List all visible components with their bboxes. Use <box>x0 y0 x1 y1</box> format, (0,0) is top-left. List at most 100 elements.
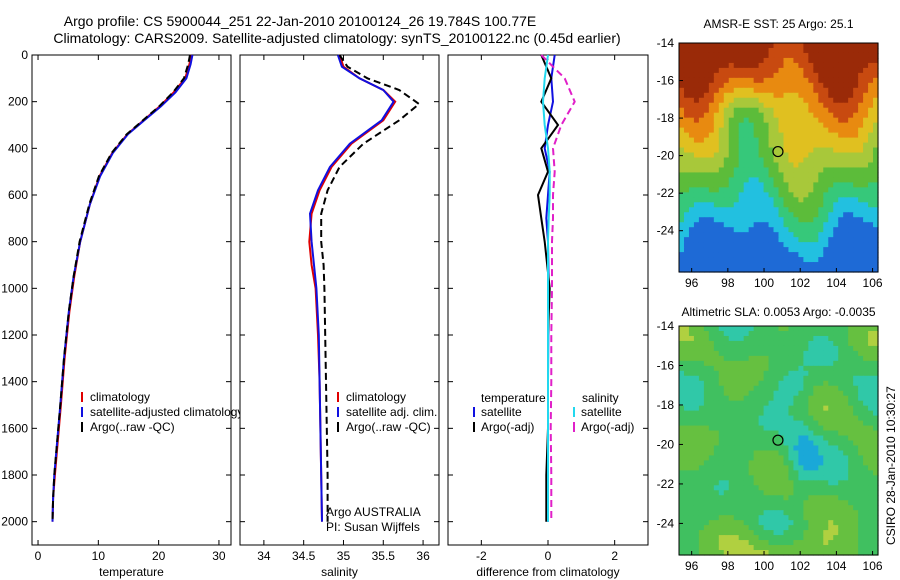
heatmap-cell <box>688 400 695 407</box>
heatmap-cell <box>683 92 690 99</box>
heatmap-cell <box>728 112 735 119</box>
heatmap-cell <box>748 355 755 362</box>
heatmap-cell <box>688 257 695 263</box>
heatmap-cell <box>813 465 819 471</box>
heatmap-cell <box>768 330 775 337</box>
heatmap-cell <box>753 415 760 422</box>
heatmap-cell <box>788 435 795 442</box>
heatmap-cell <box>723 237 730 243</box>
heatmap-cell <box>688 132 695 139</box>
heatmap-cell <box>828 550 834 556</box>
heatmap-cell <box>708 43 715 49</box>
heatmap-cell <box>718 505 725 511</box>
heatmap-cell <box>688 147 695 154</box>
heatmap-cell <box>738 117 745 124</box>
heatmap-cell <box>728 535 735 541</box>
heatmap-cell <box>753 540 760 546</box>
heatmap-cell <box>823 405 829 412</box>
heatmap-cell <box>708 87 715 94</box>
heatmap-cell <box>838 405 844 412</box>
heatmap-cell <box>708 525 715 531</box>
heatmap-cell <box>818 385 824 392</box>
heatmap-cell <box>718 82 725 89</box>
map-frame <box>678 42 879 273</box>
heatmap-cell <box>743 495 750 501</box>
heatmap-cell <box>718 202 725 208</box>
heatmap-cell <box>753 430 760 437</box>
heatmap-cell <box>768 182 775 188</box>
heatmap-cell <box>803 167 809 174</box>
heatmap-cell <box>773 500 780 506</box>
heatmap-cell <box>838 242 844 248</box>
heatmap-cell <box>833 400 839 407</box>
heatmap-cell <box>788 77 795 84</box>
heatmap-cell <box>763 400 770 407</box>
heatmap-cell <box>688 470 695 476</box>
heatmap-cell <box>778 500 785 506</box>
heatmap-cell <box>728 212 735 218</box>
heatmap-cell <box>793 77 799 84</box>
heatmap-cell <box>808 455 814 462</box>
heatmap-cell <box>728 192 735 198</box>
heatmap-cell <box>843 450 849 457</box>
heatmap-cell <box>768 345 775 352</box>
heatmap-cell <box>758 390 765 397</box>
heatmap-cell <box>803 530 809 536</box>
heatmap-cell <box>723 530 730 536</box>
heatmap-cell <box>728 510 735 516</box>
heatmap-cell <box>858 385 864 392</box>
heatmap-cell <box>713 152 720 159</box>
heatmap-cell <box>793 147 799 154</box>
heatmap-cell <box>848 247 854 253</box>
heatmap-cell <box>763 435 770 442</box>
heatmap-cell <box>823 410 829 417</box>
heatmap-cell <box>718 117 725 124</box>
heatmap-cell <box>763 62 770 69</box>
heatmap-cell <box>743 490 750 496</box>
heatmap-cell <box>743 385 750 392</box>
heatmap-cell <box>798 370 804 377</box>
heatmap-cell <box>833 460 839 466</box>
heatmap-cell <box>838 435 844 442</box>
heatmap-cell <box>718 490 725 496</box>
heatmap-cell <box>803 550 809 556</box>
heatmap-cell <box>773 490 780 496</box>
heatmap-cell <box>828 137 834 144</box>
heatmap-cell <box>758 330 765 337</box>
heatmap-cell <box>733 82 740 89</box>
heatmap-cell <box>843 177 849 183</box>
heatmap-cell <box>813 385 819 392</box>
heatmap-cell <box>708 345 715 352</box>
heatmap-cell <box>813 430 819 437</box>
heatmap-cell <box>863 92 869 99</box>
heatmap-cell <box>743 92 750 99</box>
heatmap-cell <box>788 480 795 486</box>
heatmap-cell <box>788 222 795 228</box>
legend-entry: climatology <box>90 390 150 404</box>
heatmap-cell <box>728 207 735 213</box>
heatmap-cell <box>808 540 814 546</box>
heatmap-cell <box>753 515 760 521</box>
heatmap-cell <box>703 455 710 462</box>
heatmap-cell <box>763 57 770 64</box>
heatmap-cell <box>748 530 755 536</box>
heatmap-cell <box>823 197 829 203</box>
heatmap-cell <box>728 530 735 536</box>
heatmap-cell <box>773 212 780 218</box>
heatmap-cell <box>848 450 854 457</box>
heatmap-cell <box>838 117 844 124</box>
heatmap-cell <box>788 525 795 531</box>
heatmap-cell <box>713 455 720 462</box>
heatmap-cell <box>803 525 809 531</box>
heatmap-cell <box>858 217 864 223</box>
heatmap-cell <box>773 380 780 387</box>
heatmap-cell <box>803 345 809 352</box>
heatmap-cell <box>688 207 695 213</box>
heatmap-cell <box>783 430 790 437</box>
heatmap-cell <box>853 127 859 134</box>
heatmap-cell <box>748 330 755 337</box>
heatmap-cell <box>858 212 864 218</box>
legend-entry: satellite adj. clim. <box>346 405 437 419</box>
heatmap-cell <box>748 157 755 164</box>
heatmap-cell <box>753 410 760 417</box>
